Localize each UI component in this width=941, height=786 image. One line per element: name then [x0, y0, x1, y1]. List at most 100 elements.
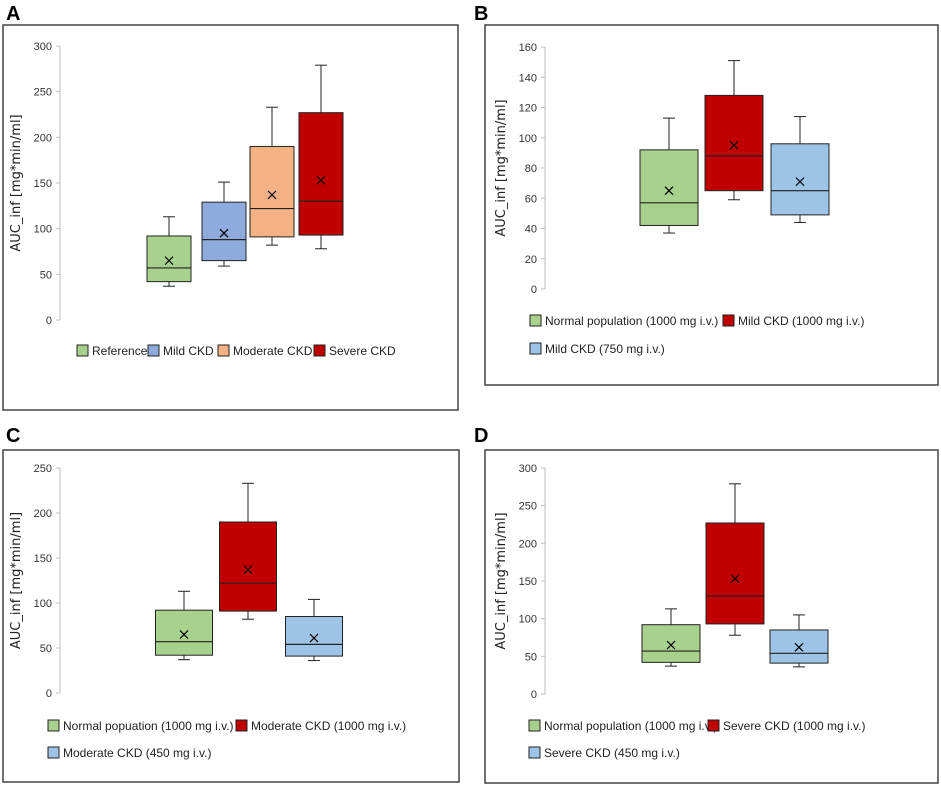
box-iqr — [639, 149, 699, 226]
panel-a-box-1 — [146, 216, 192, 287]
legend-swatch — [707, 719, 720, 732]
panel-b-y-axis-label: AUC_inf [mg*min/ml] — [494, 99, 509, 236]
panel-d-tick-label: 200 — [519, 538, 537, 550]
panel-d-box-2 — [705, 483, 765, 636]
legend-label: Moderate CKD — [233, 344, 313, 358]
mean-marker — [243, 565, 253, 575]
panel-c-tick-label: 100 — [34, 598, 52, 610]
panel-d-box-1 — [641, 608, 701, 667]
mean-marker — [316, 175, 326, 185]
legend-label: Moderate CKD (1000 mg i.v.) — [251, 719, 406, 733]
panel-c-box-3 — [285, 598, 343, 662]
mean-marker — [730, 574, 740, 584]
panel-d-tick-label: 50 — [525, 651, 537, 663]
panel-d-tick-label: 150 — [519, 576, 537, 588]
legend-label: Mild CKD (1000 mg i.v.) — [738, 314, 864, 328]
panel-d: D 0 50 100 150 200 250 300 AUC_inf [mg*min/ml] No… — [474, 425, 939, 784]
panel-d-legend-item-1: Normal population (1000 mg i.v.) — [528, 719, 717, 733]
panel-b-tick-label: 80 — [525, 163, 537, 175]
box-iqr — [641, 624, 701, 663]
panel-d-letter: D — [474, 425, 488, 447]
box-iqr — [249, 145, 295, 238]
panel-c-y-axis-label: AUC_inf [mg*min/ml] — [9, 512, 24, 649]
legend-label: Normal population (1000 mg i.v.) — [545, 314, 718, 328]
legend-swatch — [217, 344, 230, 357]
panel-b-box-2 — [704, 60, 764, 201]
panel-b-legend-item-3: Mild CKD (750 mg i.v.) — [529, 342, 665, 356]
box-iqr — [146, 235, 192, 283]
panel-b-tick-label: 40 — [525, 224, 537, 236]
panel-c: C 0 50 100 150 200 250 AUC_inf [mg*min/ml] Norma… — [2, 425, 460, 783]
panel-d-frame — [484, 449, 939, 784]
box-iqr — [155, 609, 213, 656]
panel-b: B 0 20 40 60 80 100 120 140 160 AUC_inf [mg*min/ml… — [474, 3, 939, 386]
panel-c-frame — [2, 449, 460, 783]
panel-c-letter: C — [6, 425, 20, 447]
box-iqr — [704, 94, 764, 192]
panel-d-y-axis-label: AUC_inf [mg*min/ml] — [494, 512, 509, 649]
box-iqr — [285, 616, 343, 657]
panel-c-tick-label: 200 — [34, 508, 52, 520]
panel-a-tick-label: 50 — [40, 269, 52, 281]
panel-c-tick-label: 0 — [46, 688, 52, 700]
panel-a: A 0 50 100 150 200 250 300 AUC_inf [mg*min/ml] Re… — [2, 3, 459, 411]
mean-marker — [664, 186, 674, 196]
legend-swatch — [313, 344, 326, 357]
mean-marker — [267, 190, 277, 200]
legend-swatch — [47, 719, 60, 732]
panel-b-tick-label: 160 — [519, 42, 537, 54]
panel-a-tick-label: 300 — [34, 41, 52, 53]
mean-marker — [729, 140, 739, 150]
legend-label: Normal popuation (1000 mg i.v.) — [63, 719, 234, 733]
panel-b-frame — [484, 24, 939, 386]
panel-a-box-3 — [249, 106, 295, 246]
panel-a-legend-item-4: Severe CKD — [313, 344, 396, 358]
panel-d-legend-item-2: Severe CKD (1000 mg i.v.) — [707, 719, 866, 733]
panel-a-box-2 — [201, 181, 247, 267]
panel-b-tick-label: 120 — [519, 103, 537, 115]
legend-label: Reference — [92, 344, 148, 358]
panel-b-letter: B — [474, 3, 488, 25]
panel-d-tick-label: 0 — [531, 689, 537, 701]
panel-c-tick-label: 250 — [34, 463, 52, 475]
panel-b-box-3 — [770, 116, 830, 223]
panel-a-tick-label: 0 — [46, 315, 52, 327]
legend-swatch — [529, 314, 542, 327]
panel-b-box-1 — [639, 117, 699, 234]
panel-a-box-4 — [298, 64, 344, 250]
legend-label: Severe CKD — [329, 344, 396, 358]
mean-marker — [794, 642, 804, 652]
panel-a-letter: A — [6, 3, 20, 25]
box-iqr — [298, 112, 344, 236]
panel-b-tick-label: 20 — [525, 254, 537, 266]
legend-swatch — [528, 719, 541, 732]
panel-b-tick-label: 0 — [531, 284, 537, 296]
panel-b-tick-label: 140 — [519, 72, 537, 84]
panel-d-tick-label: 100 — [519, 614, 537, 626]
panel-d-tick-label: 300 — [519, 463, 537, 475]
panel-b-tick-label: 100 — [519, 133, 537, 145]
panel-c-tick-label: 150 — [34, 553, 52, 565]
panel-b-legend-item-1: Normal population (1000 mg i.v.) — [529, 314, 718, 328]
legend-swatch — [76, 344, 89, 357]
legend-label: Normal population (1000 mg i.v.) — [544, 719, 717, 733]
panel-c-legend-item-3: Moderate CKD (450 mg i.v.) — [47, 746, 212, 760]
legend-swatch — [235, 719, 248, 732]
panel-a-legend-item-3: Moderate CKD — [217, 344, 313, 358]
panel-c-box-2 — [219, 482, 277, 620]
mean-marker — [219, 228, 229, 238]
mean-marker — [179, 630, 189, 639]
panel-a-tick-label: 200 — [34, 132, 52, 144]
box-iqr — [201, 201, 247, 262]
legend-swatch — [529, 342, 542, 355]
mean-marker — [164, 256, 174, 266]
legend-swatch — [147, 344, 160, 357]
panel-d-box-3 — [769, 614, 829, 668]
panel-a-legend-item-1: Reference — [76, 344, 148, 358]
panel-d-legend-item-3: Severe CKD (450 mg i.v.) — [528, 746, 680, 760]
panel-c-tick-label: 50 — [40, 643, 52, 655]
panel-b-legend-item-2: Mild CKD (1000 mg i.v.) — [722, 314, 864, 328]
panel-a-legend-item-2: Mild CKD — [147, 344, 214, 358]
panel-a-tick-label: 250 — [34, 87, 52, 99]
